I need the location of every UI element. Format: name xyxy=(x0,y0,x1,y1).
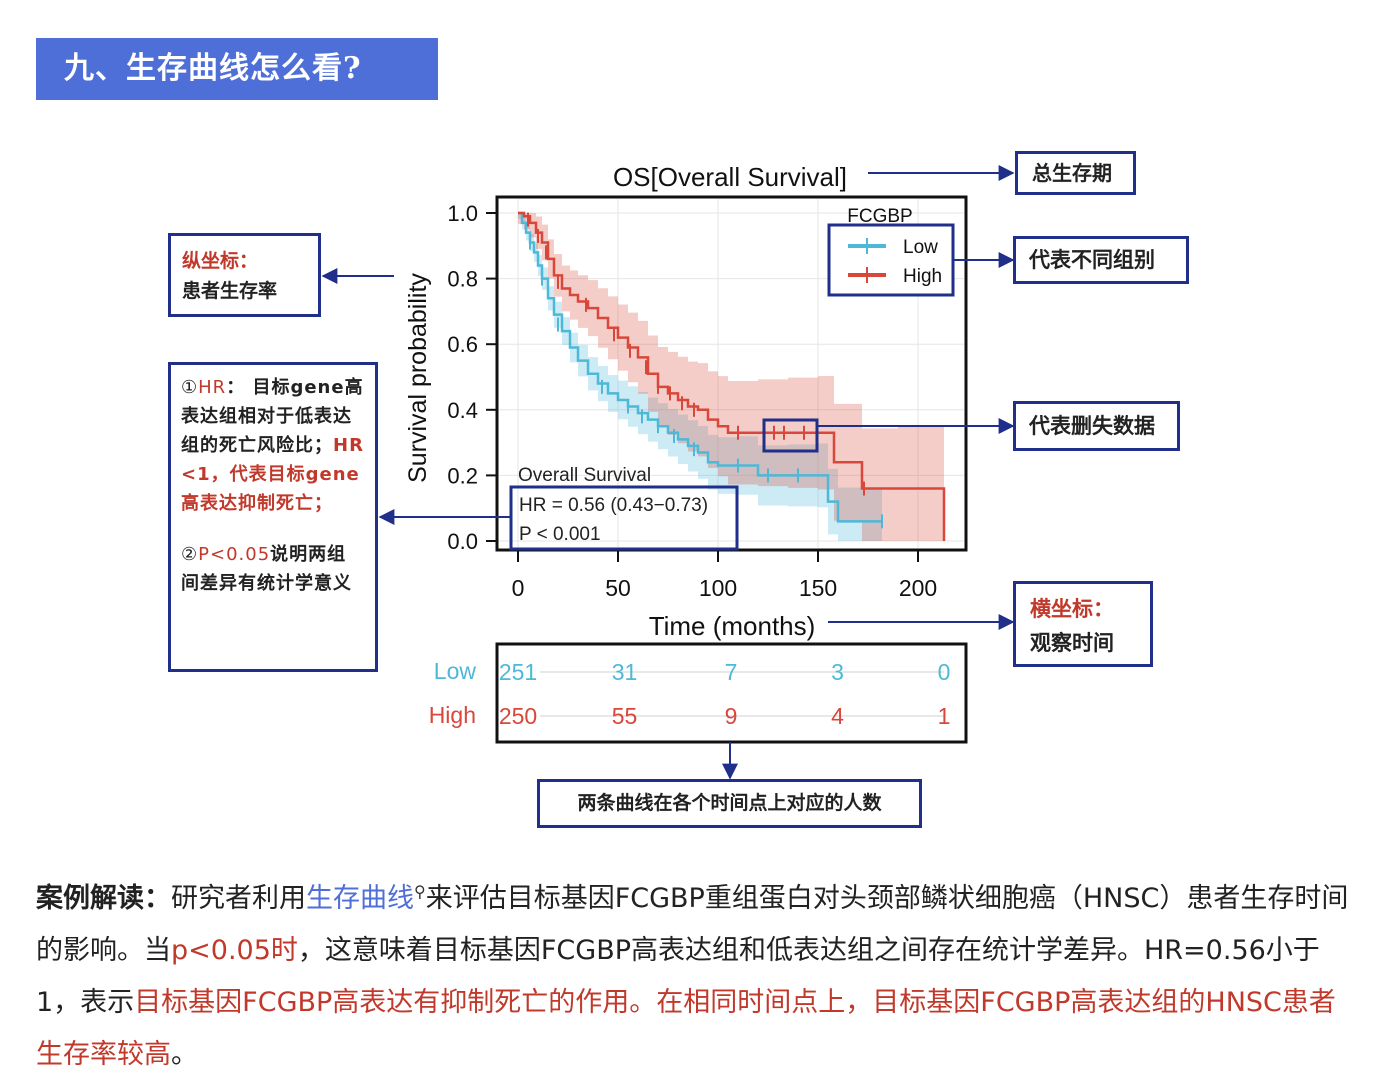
y-tick-label: 0.0 xyxy=(447,529,478,554)
y-tick-label: 0.6 xyxy=(447,332,478,357)
hr-annotation: Overall Survival HR = 0.56 (0.43−0.73) P… xyxy=(509,465,739,551)
survival-curve-link[interactable]: 生存曲线 xyxy=(306,883,414,914)
y-axis: 0.0 0.2 0.4 0.6 0.8 1.0 xyxy=(447,201,497,554)
risk-value: 250 xyxy=(499,703,537,729)
case-explanation: 案例解读：研究者利用生存曲线⚲来评估目标基因FCGBP重组蛋白对头颈部鳞状细胞癌… xyxy=(36,882,1349,1070)
risk-value: 31 xyxy=(612,659,638,685)
y-tick-label: 0.2 xyxy=(447,463,478,488)
risk-value: 251 xyxy=(499,659,537,685)
risk-table-frame xyxy=(495,642,968,744)
annotation-x-axis: 横坐标： 观察时间 xyxy=(1013,581,1153,667)
hr-annotation-title: Overall Survival xyxy=(518,465,651,486)
section-title-banner: 九、生存曲线怎么看? xyxy=(36,38,438,100)
case-lead: 案例解读： xyxy=(36,883,171,914)
annotation-groups: 代表不同组别 xyxy=(1013,236,1189,284)
x-tick-label: 150 xyxy=(799,575,837,601)
risk-value: 4 xyxy=(831,703,844,729)
risk-row-label: Low xyxy=(434,658,477,684)
ci-band-low xyxy=(518,213,882,541)
legend-label-high: High xyxy=(903,266,942,287)
p-value: P < 0.001 xyxy=(519,524,601,545)
annotation-os: 总生存期 xyxy=(1015,151,1136,195)
x-tick-label: 100 xyxy=(699,575,737,601)
risk-row-label: High xyxy=(429,702,476,728)
x-axis: 0 50 100 150 200 xyxy=(512,550,937,601)
annotation-censored: 代表删失数据 xyxy=(1013,401,1180,451)
confidence-bands xyxy=(518,213,944,541)
annotation-hr: ①HR： 目标gene高表达组相对于低表达组的死亡风险比；HR<1，代表目标ge… xyxy=(168,362,378,672)
risk-value: 1 xyxy=(938,703,951,729)
x-tick-label: 50 xyxy=(605,575,631,601)
section-title: 九、生存曲线怎么看? xyxy=(64,51,362,86)
survival-curve-low xyxy=(518,211,882,523)
risk-value: 3 xyxy=(831,659,844,685)
chart-title: OS[Overall Survival] xyxy=(613,162,847,192)
x-tick-label: 200 xyxy=(899,575,937,601)
censored-highlight-box xyxy=(762,418,819,453)
x-tick-label: 0 xyxy=(512,575,525,601)
search-icon[interactable]: ⚲ xyxy=(414,882,426,901)
hr-value: HR = 0.56 (0.43−0.73) xyxy=(519,495,708,516)
y-tick-label: 0.8 xyxy=(447,267,478,292)
y-tick-label: 0.4 xyxy=(447,398,478,423)
annotation-y-axis: 纵坐标： 患者生存率 xyxy=(168,233,321,317)
x-axis-label: Time (months) xyxy=(649,611,816,641)
legend-label-low: Low xyxy=(903,237,938,258)
risk-value: 9 xyxy=(725,703,738,729)
risk-value: 7 xyxy=(725,659,738,685)
risk-value: 55 xyxy=(612,703,638,729)
ci-band-high xyxy=(518,213,944,541)
annotation-risk-table: 两条曲线在各个时间点上对应的人数 xyxy=(537,779,922,828)
risk-value: 0 xyxy=(938,659,951,685)
y-tick-label: 1.0 xyxy=(447,201,478,226)
risk-table: Low 251 31 7 3 0 High 250 55 9 4 1 xyxy=(429,658,951,729)
survival-chart: OS[Overall Survival] 0.00.20.40.60.81.0 … xyxy=(321,162,1015,780)
legend-title: FCGBP xyxy=(847,206,912,227)
annotation-arrows xyxy=(321,165,1015,780)
y-axis-label: Survival probability xyxy=(404,273,432,483)
